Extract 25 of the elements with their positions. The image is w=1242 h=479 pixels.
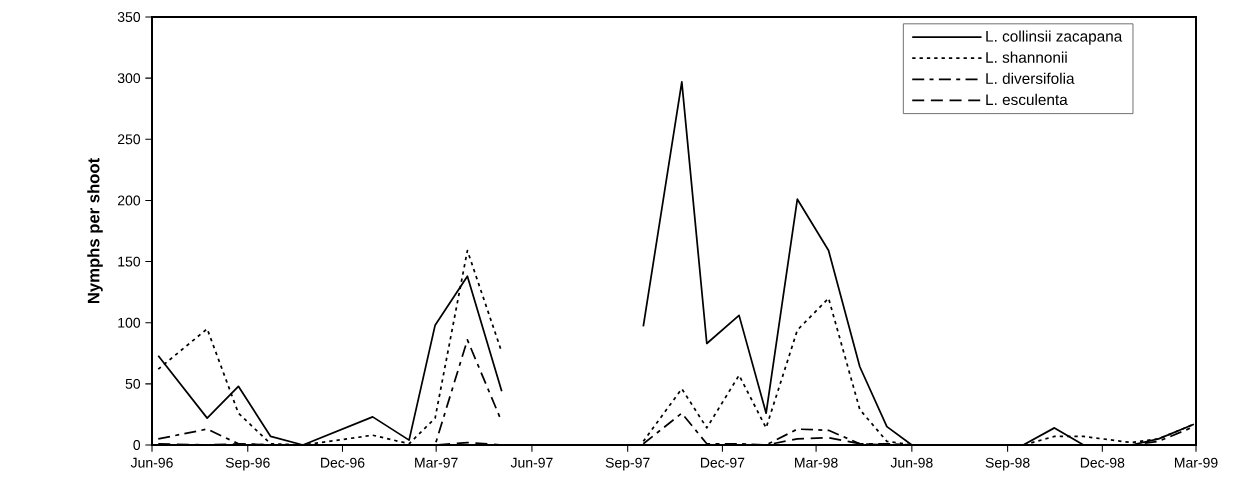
y-tick-label: 300 — [117, 73, 141, 84]
y-tick-label: 200 — [117, 195, 141, 206]
y-tick-label: 250 — [117, 134, 141, 145]
x-tick-label: Jun-98 — [890, 457, 933, 468]
x-tick-label: Dec-96 — [321, 457, 365, 468]
y-axis-title: Nymphs per shoot — [87, 158, 103, 304]
x-tick-label: Sep-98 — [985, 457, 1030, 471]
x-tick-label: Sep-96 — [225, 457, 270, 471]
legend-label: L. esculenta — [986, 93, 1068, 106]
x-tick-label: Mar-97 — [415, 457, 458, 468]
legend-label: L. diversifolia — [986, 72, 1075, 84]
x-tick-label: Dec-97 — [700, 457, 745, 468]
y-tick-label: 100 — [118, 317, 141, 328]
x-tick-label: Jun-96 — [130, 457, 173, 468]
y-tick-label: 350 — [117, 12, 141, 22]
x-tick-label: Mar-99 — [1174, 457, 1218, 468]
y-tick-label: 0 — [133, 440, 141, 450]
x-tick-label: Dec-98 — [1080, 457, 1125, 468]
y-tick-label: 50 — [125, 378, 141, 389]
legend-label: L. collinsii zacapana — [986, 30, 1123, 45]
x-tick-label: Jun-97 — [510, 457, 553, 468]
legend-label: L. shannonii — [986, 51, 1067, 63]
x-tick-label: Mar-98 — [795, 457, 838, 468]
y-tick-label: 150 — [118, 256, 141, 267]
x-tick-label: Sep-97 — [605, 457, 650, 471]
